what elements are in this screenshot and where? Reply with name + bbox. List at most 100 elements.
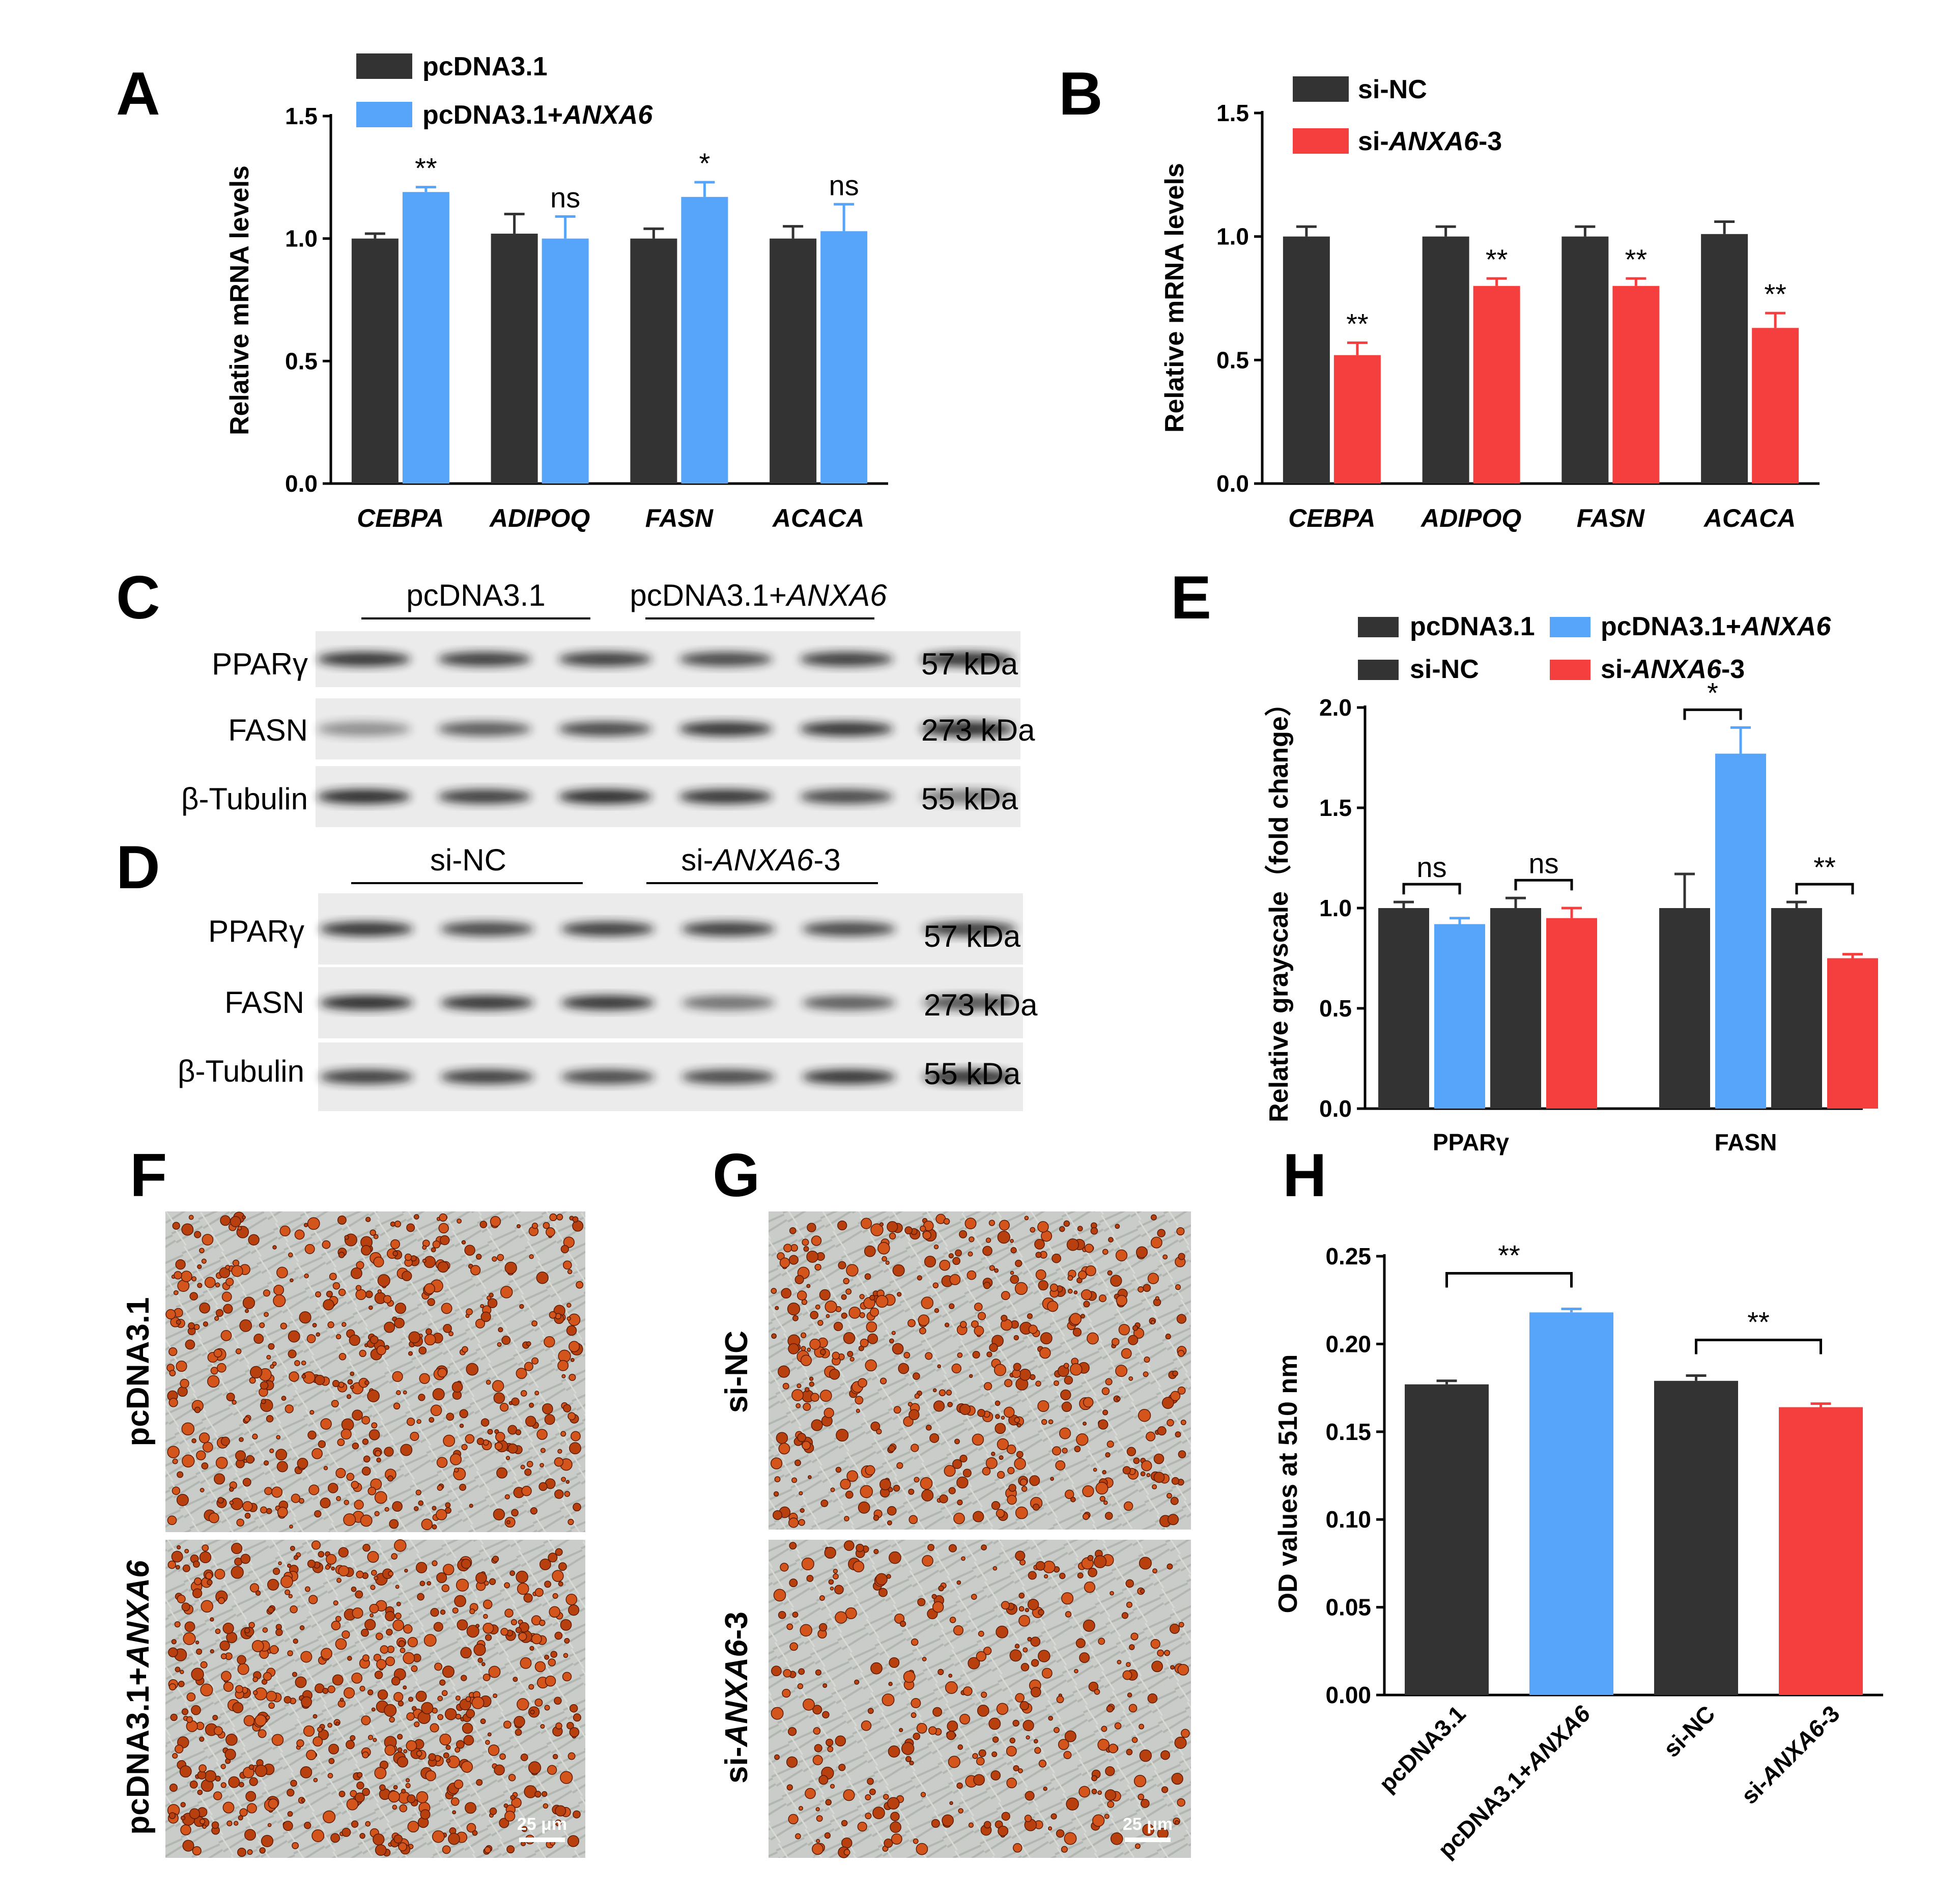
lipid-droplet (342, 1827, 351, 1837)
lipid-droplet (419, 1580, 425, 1587)
lipid-droplet (445, 1744, 451, 1750)
blot-band (681, 996, 775, 1010)
lipid-droplet (232, 1702, 244, 1713)
blot-d-protein-2: FASN (224, 985, 304, 1020)
lipid-droplet (932, 1282, 939, 1289)
bar-si-ANXA6-3-ADIPOQ (1473, 286, 1520, 484)
lipid-droplet (233, 1821, 239, 1826)
lipid-droplet (261, 1399, 266, 1404)
lipid-droplet (991, 1501, 1001, 1510)
lipid-droplet (346, 1798, 359, 1811)
lipid-droplet (1178, 1253, 1185, 1260)
lipid-droplet (1025, 1791, 1035, 1801)
lipid-droplet (937, 1364, 942, 1369)
lipid-droplet (222, 1801, 235, 1814)
lipid-droplet (1102, 1470, 1106, 1475)
lipid-droplet (1104, 1814, 1110, 1819)
lipid-droplet (556, 1213, 563, 1221)
lipid-droplet (1178, 1622, 1184, 1628)
lipid-droplet (529, 1254, 534, 1259)
lipid-droplet (531, 1320, 538, 1327)
lipid-droplet (1139, 1557, 1152, 1570)
lipid-droplet (450, 1797, 460, 1806)
lipid-droplet (337, 1216, 347, 1225)
micrograph-g-droplets (770, 1213, 1190, 1858)
lipid-droplet (480, 1311, 491, 1322)
lipid-droplet (879, 1377, 887, 1385)
lipid-droplet (232, 1259, 240, 1267)
lipid-droplet (569, 1341, 580, 1352)
lipid-droplet (1064, 1832, 1077, 1845)
lipid-droplet (273, 1284, 285, 1295)
x-category-label: si-ANXA6-3 (1736, 1700, 1845, 1809)
lipid-droplet (172, 1222, 180, 1230)
lipid-droplet (459, 1423, 464, 1428)
lipid-droplet (237, 1226, 242, 1231)
lipid-droplet (427, 1298, 435, 1306)
lipid-droplet (313, 1714, 318, 1719)
legend-swatch-sinc (1293, 76, 1349, 102)
lipid-droplet (266, 1508, 272, 1514)
lipid-droplet (199, 1302, 210, 1314)
lipid-droplet (213, 1349, 222, 1358)
lipid-droplet (259, 1322, 265, 1329)
lipid-droplet (1001, 1601, 1010, 1610)
lipid-droplet (415, 1690, 427, 1702)
lipid-droplet (480, 1304, 485, 1308)
lipid-droplet (1140, 1589, 1145, 1594)
lipid-droplet (292, 1672, 297, 1677)
lipid-droplet (833, 1573, 839, 1579)
lipid-droplet (416, 1419, 421, 1424)
lipid-droplet (1041, 1419, 1047, 1425)
lipid-droplet (990, 1770, 1001, 1781)
lipid-droplet (270, 1364, 274, 1369)
lipid-droplet (786, 1784, 793, 1791)
lipid-droplet (165, 1309, 176, 1320)
lipid-droplet (545, 1675, 556, 1687)
lipid-droplet (183, 1632, 196, 1645)
lipid-droplet (783, 1244, 792, 1253)
lipid-droplet (202, 1442, 213, 1453)
lipid-droplet (1024, 1815, 1032, 1822)
lipid-droplet (547, 1765, 557, 1775)
lipid-droplet (200, 1683, 213, 1697)
lipid-droplet (539, 1463, 544, 1467)
lipid-droplet (830, 1784, 835, 1789)
lipid-droplet (1006, 1445, 1016, 1454)
lipid-droplet (925, 1424, 932, 1431)
lipid-droplet (1098, 1294, 1107, 1303)
lipid-droplet (431, 1247, 436, 1253)
lipid-droplet (362, 1438, 369, 1445)
lipid-droplet (1147, 1693, 1158, 1704)
lipid-droplet (968, 1822, 974, 1828)
lipid-droplet (416, 1791, 429, 1803)
lipid-droplet (888, 1681, 893, 1686)
lipid-droplet (865, 1359, 877, 1372)
lipid-droplet (820, 1499, 829, 1507)
lipid-droplet (199, 1551, 212, 1564)
lipid-droplet (1001, 1812, 1010, 1821)
lipid-droplet (335, 1638, 347, 1650)
lipid-droplet (254, 1714, 267, 1727)
lipid-droplet (914, 1477, 920, 1483)
lipid-droplet (544, 1336, 555, 1348)
lipid-droplet (1133, 1457, 1140, 1464)
lipid-droplet (249, 1377, 256, 1384)
lipid-droplet (887, 1506, 897, 1516)
lipid-droplet (466, 1625, 479, 1638)
legend-e-text-pcdna: pcDNA3.1 (1410, 612, 1535, 641)
lipid-droplet (1150, 1638, 1160, 1649)
lipid-droplet (393, 1692, 404, 1702)
lipid-droplet (1050, 1813, 1057, 1820)
micrograph-g-label-bottom: si-ANXA6-3 (719, 1612, 754, 1784)
lipid-droplet (1177, 1350, 1185, 1357)
lipid-droplet (355, 1285, 362, 1291)
lipid-droplet (1104, 1789, 1117, 1801)
lipid-droplet (499, 1753, 506, 1760)
lipid-droplet (1063, 1750, 1072, 1759)
lipid-droplet (922, 1657, 927, 1661)
lipid-droplet (517, 1698, 529, 1711)
lipid-droplet (565, 1594, 578, 1605)
lipid-droplet (1116, 1396, 1121, 1401)
lipid-droplet (569, 1727, 580, 1737)
